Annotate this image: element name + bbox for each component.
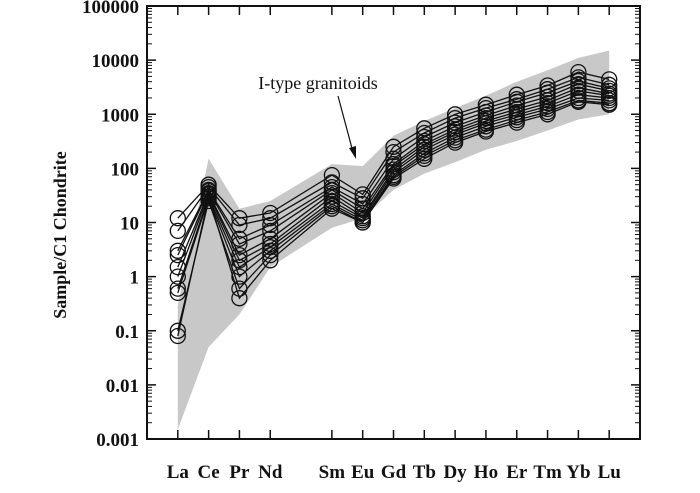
data-point [570,69,587,86]
y-tick-label: 1 [130,268,140,289]
data-point [169,322,186,339]
series-line [177,94,610,289]
data-point [570,93,587,110]
series-line [177,101,610,337]
x-category-label: Er [506,462,528,483]
x-category-label: Pr [229,462,250,483]
reference-field-band [177,50,610,430]
data-point [200,188,217,205]
data-point [231,290,248,307]
data-point [477,123,495,140]
data-point [323,200,341,217]
data-point [231,216,248,234]
data-point [385,170,402,187]
data-point [477,103,495,121]
data-point [262,204,279,222]
data-point [231,210,248,227]
x-category-label: La [167,462,190,483]
sample-series [169,93,618,345]
data-point [169,327,186,345]
y-tick-label: 0.01 [106,376,139,397]
data-point [200,192,217,210]
x-category-label: Gd [381,462,407,483]
x-category-label: Yb [566,462,590,483]
y-tick-label: 100000 [82,0,139,18]
x-category-label: Eu [351,462,375,483]
data-point [169,268,186,285]
data-point [231,268,248,285]
data-point [169,210,186,227]
series-line [177,90,610,277]
field-layer [177,50,610,430]
x-category-label: Tm [533,462,562,483]
x-category-label: Ce [198,462,220,483]
data-point [169,222,186,240]
series-line [177,87,610,268]
x-category-label: Ho [474,462,498,483]
y-tick-label: 10000 [92,51,140,72]
data-point [169,280,186,297]
data-point [477,118,495,135]
tick-layer [147,5,640,440]
data-point [508,114,525,131]
y-tick-label: 0.1 [115,322,139,343]
data-point [601,96,618,113]
field-annotation: I-type granitoids [258,73,377,93]
x-category-label: Sm [319,462,346,483]
annot-layer: I-type granitoids [258,73,378,159]
y-axis-title: Sample/C1 Chondrite [50,151,70,319]
data-point [354,214,371,231]
series-layer [169,63,618,345]
data-point [262,252,279,269]
y-tick-label: 0.001 [96,430,139,451]
y-tick-label: 100 [111,159,140,180]
label-layer: 0.001 0.01 0.1 1 10 100 1000 10000 100000 La Ce Pr N… [82,0,621,483]
data-point [601,71,618,88]
data-point [262,242,279,259]
data-point [416,150,433,167]
annotation-arrow [337,95,354,153]
x-category-label: Lu [598,462,622,483]
x-category-label: Dy [444,462,468,483]
data-point [570,75,587,93]
x-category-label: Nd [258,462,283,483]
data-point [446,109,464,127]
data-point [446,134,464,151]
data-point [539,106,556,123]
data-point [169,284,186,302]
series-line [177,97,610,294]
x-category-label: Tb [413,462,436,483]
y-tick-label: 10 [120,214,139,235]
data-point [231,246,248,264]
data-point [262,216,279,234]
annotation-arrowhead [349,146,356,159]
y-tick-label: 1000 [101,105,139,126]
data-point [169,242,186,259]
data-point [416,120,433,137]
data-point [262,246,279,264]
